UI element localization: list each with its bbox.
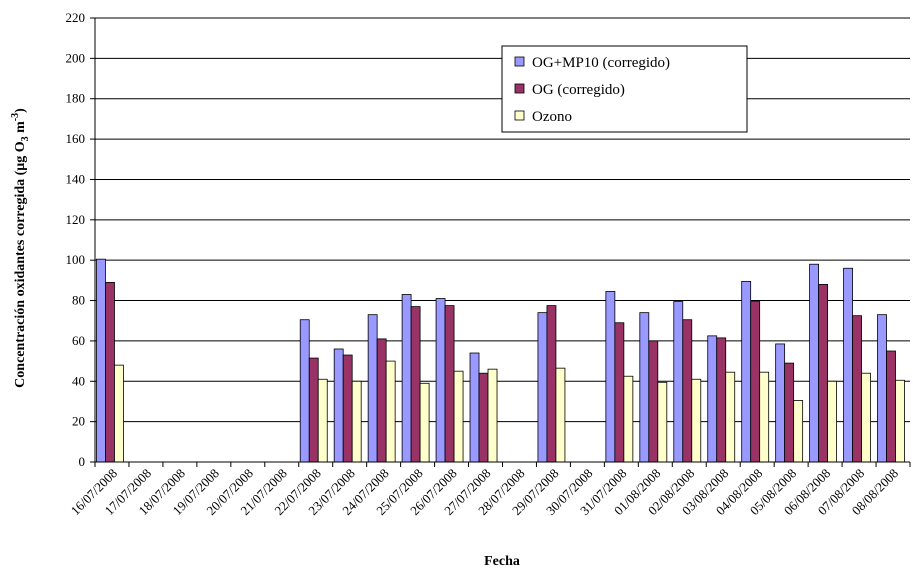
bar-og-mp10-corregido-06-08-2008 bbox=[809, 263, 820, 463]
y-tick-label: 140 bbox=[66, 171, 86, 186]
y-tick-label: 220 bbox=[66, 10, 86, 25]
bar-og-mp10-corregido-01-08-2008 bbox=[639, 312, 650, 463]
legend-label-ozono: Ozono bbox=[532, 109, 572, 125]
bar-ozono-31-07-2008 bbox=[623, 375, 634, 463]
bar-ozono-25-07-2008 bbox=[419, 382, 430, 463]
y-tick-label: 100 bbox=[66, 252, 86, 267]
y-tick-label: 160 bbox=[66, 131, 86, 146]
bar-og-mp10-corregido-08-08-2008 bbox=[877, 314, 887, 463]
bar-og-mp10-corregido-24-07-2008 bbox=[367, 314, 378, 463]
bar-ozono-07-08-2008 bbox=[861, 372, 871, 463]
bar-og-mp10-corregido-23-07-2008 bbox=[333, 348, 344, 463]
bar-ozono-29-07-2008 bbox=[555, 367, 566, 463]
y-tick-label: 80 bbox=[72, 293, 85, 308]
bar-ozono-22-07-2008 bbox=[317, 378, 328, 463]
bar-og-mp10-corregido-16-07-2008 bbox=[96, 258, 106, 463]
bar-ozono-02-08-2008 bbox=[691, 378, 702, 463]
y-tick-label: 20 bbox=[72, 414, 85, 429]
legend-label-og: OG (corregido) bbox=[532, 82, 625, 98]
bar-og-corregido-16-07-2008 bbox=[105, 281, 115, 463]
bar-ozono-08-08-2008 bbox=[895, 379, 905, 463]
y-tick-label: 40 bbox=[72, 373, 85, 388]
bar-ozono-26-07-2008 bbox=[453, 370, 464, 463]
y-tick-label: 180 bbox=[66, 91, 86, 106]
x-tick-labels: 16/07/200817/07/200818/07/200819/07/2008… bbox=[68, 462, 911, 518]
y-tick-label: 60 bbox=[72, 333, 85, 348]
bar-og-corregido-03-08-2008 bbox=[716, 337, 727, 463]
bars bbox=[96, 258, 905, 463]
bar-og-mp10-corregido-03-08-2008 bbox=[707, 335, 718, 463]
bar-og-mp10-corregido-27-07-2008 bbox=[469, 352, 480, 463]
bar-og-mp10-corregido-07-08-2008 bbox=[843, 267, 853, 463]
legend-swatch-og-mp10 bbox=[514, 56, 525, 67]
bar-og-mp10-corregido-29-07-2008 bbox=[537, 312, 548, 463]
bar-og-mp10-corregido-31-07-2008 bbox=[605, 291, 616, 463]
bar-og-mp10-corregido-02-08-2008 bbox=[673, 301, 684, 463]
bar-ozono-03-08-2008 bbox=[725, 371, 736, 463]
bar-og-mp10-corregido-22-07-2008 bbox=[299, 319, 310, 463]
bar-og-corregido-08-08-2008 bbox=[886, 350, 896, 463]
bar-ozono-27-07-2008 bbox=[487, 368, 498, 463]
y-tick-label: 200 bbox=[66, 50, 86, 65]
bar-og-corregido-27-07-2008 bbox=[478, 372, 489, 463]
bar-og-corregido-29-07-2008 bbox=[546, 305, 557, 463]
bar-og-corregido-01-08-2008 bbox=[648, 340, 659, 463]
bar-ozono-16-07-2008 bbox=[114, 364, 124, 463]
legend-label-og-mp10: OG+MP10 (corregido) bbox=[532, 55, 670, 71]
bar-og-mp10-corregido-25-07-2008 bbox=[401, 294, 412, 463]
y-tick-label: 120 bbox=[66, 212, 86, 227]
bar-og-mp10-corregido-05-08-2008 bbox=[775, 343, 786, 463]
x-axis-title: Fecha bbox=[484, 554, 520, 569]
bar-ozono-05-08-2008 bbox=[793, 400, 804, 463]
bar-og-corregido-06-08-2008 bbox=[818, 283, 829, 463]
y-tick-label: 0 bbox=[79, 454, 86, 469]
legend-box bbox=[501, 45, 748, 133]
legend-swatch-ozono bbox=[514, 110, 525, 121]
bar-og-mp10-corregido-04-08-2008 bbox=[741, 280, 752, 463]
bar-ozono-06-08-2008 bbox=[827, 380, 838, 463]
bar-og-mp10-corregido-26-07-2008 bbox=[435, 298, 446, 463]
legend: OG+MP10 (corregido) OG (corregido) Ozono bbox=[501, 45, 748, 133]
legend-swatch-og bbox=[514, 83, 525, 94]
bar-og-corregido-04-08-2008 bbox=[750, 301, 761, 463]
y-axis-title: Concentración oxidantes corregida (μg O3… bbox=[10, 108, 31, 388]
bar-og-corregido-23-07-2008 bbox=[342, 354, 353, 463]
bar-ozono-01-08-2008 bbox=[657, 381, 668, 463]
bar-og-corregido-07-08-2008 bbox=[852, 315, 862, 463]
bar-og-corregido-24-07-2008 bbox=[376, 338, 387, 463]
bar-og-corregido-26-07-2008 bbox=[444, 305, 455, 463]
bar-og-corregido-25-07-2008 bbox=[410, 306, 421, 463]
bar-og-corregido-22-07-2008 bbox=[308, 357, 319, 463]
bar-ozono-24-07-2008 bbox=[385, 360, 396, 463]
bar-og-corregido-05-08-2008 bbox=[784, 362, 795, 463]
bar-ozono-04-08-2008 bbox=[759, 371, 770, 463]
bar-ozono-23-07-2008 bbox=[351, 380, 362, 463]
bar-og-corregido-31-07-2008 bbox=[614, 322, 625, 463]
y-tick-labels: 0 20 40 60 80 100 120 140 160 180 200 220 bbox=[66, 10, 95, 469]
bar-og-corregido-02-08-2008 bbox=[682, 319, 693, 463]
